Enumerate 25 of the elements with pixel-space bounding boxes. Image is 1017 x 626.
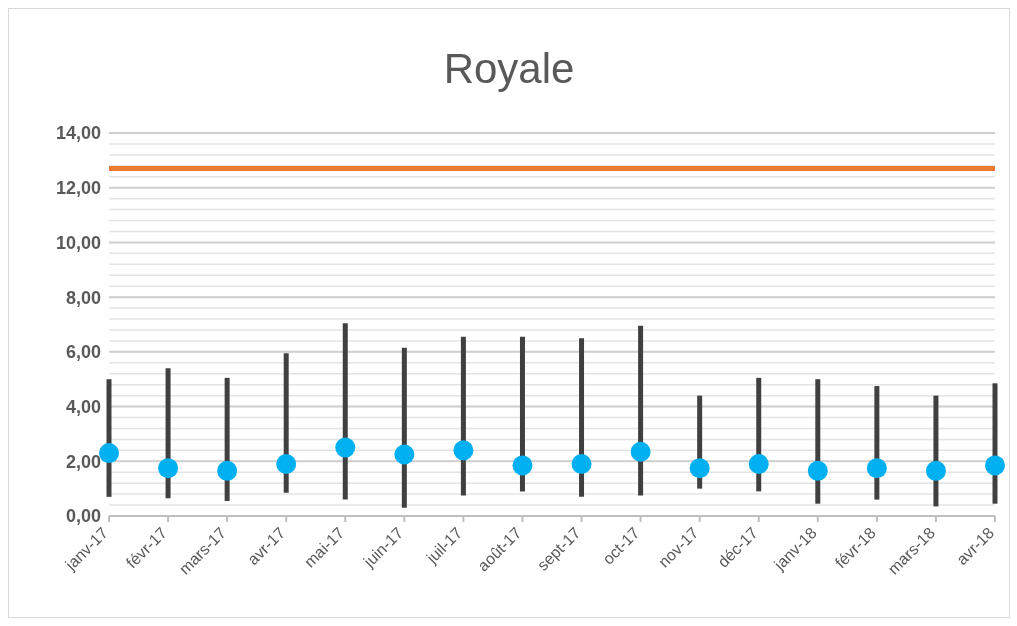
- y-tick-label: 6,00: [65, 342, 101, 363]
- y-tick-label: 14,00: [55, 123, 101, 144]
- point: [276, 454, 297, 475]
- point: [512, 455, 533, 476]
- point: [807, 460, 828, 481]
- point: [630, 441, 651, 462]
- y-tick-label: 4,00: [65, 396, 101, 417]
- point: [217, 460, 238, 481]
- point: [158, 458, 179, 479]
- point: [571, 454, 592, 475]
- y-tick-label: 0,00: [65, 506, 101, 527]
- chart-title: Royale: [442, 45, 576, 93]
- point: [689, 458, 710, 479]
- y-tick-label: 8,00: [65, 287, 101, 308]
- point: [335, 437, 356, 458]
- point: [453, 440, 474, 461]
- point: [925, 460, 946, 481]
- point: [985, 455, 1005, 476]
- point: [99, 443, 119, 464]
- point: [394, 444, 415, 465]
- y-tick-label: 2,00: [65, 451, 101, 472]
- y-tick-label: 10,00: [55, 232, 101, 253]
- y-tick-label: 12,00: [55, 178, 101, 199]
- point: [748, 454, 769, 475]
- point: [866, 458, 887, 479]
